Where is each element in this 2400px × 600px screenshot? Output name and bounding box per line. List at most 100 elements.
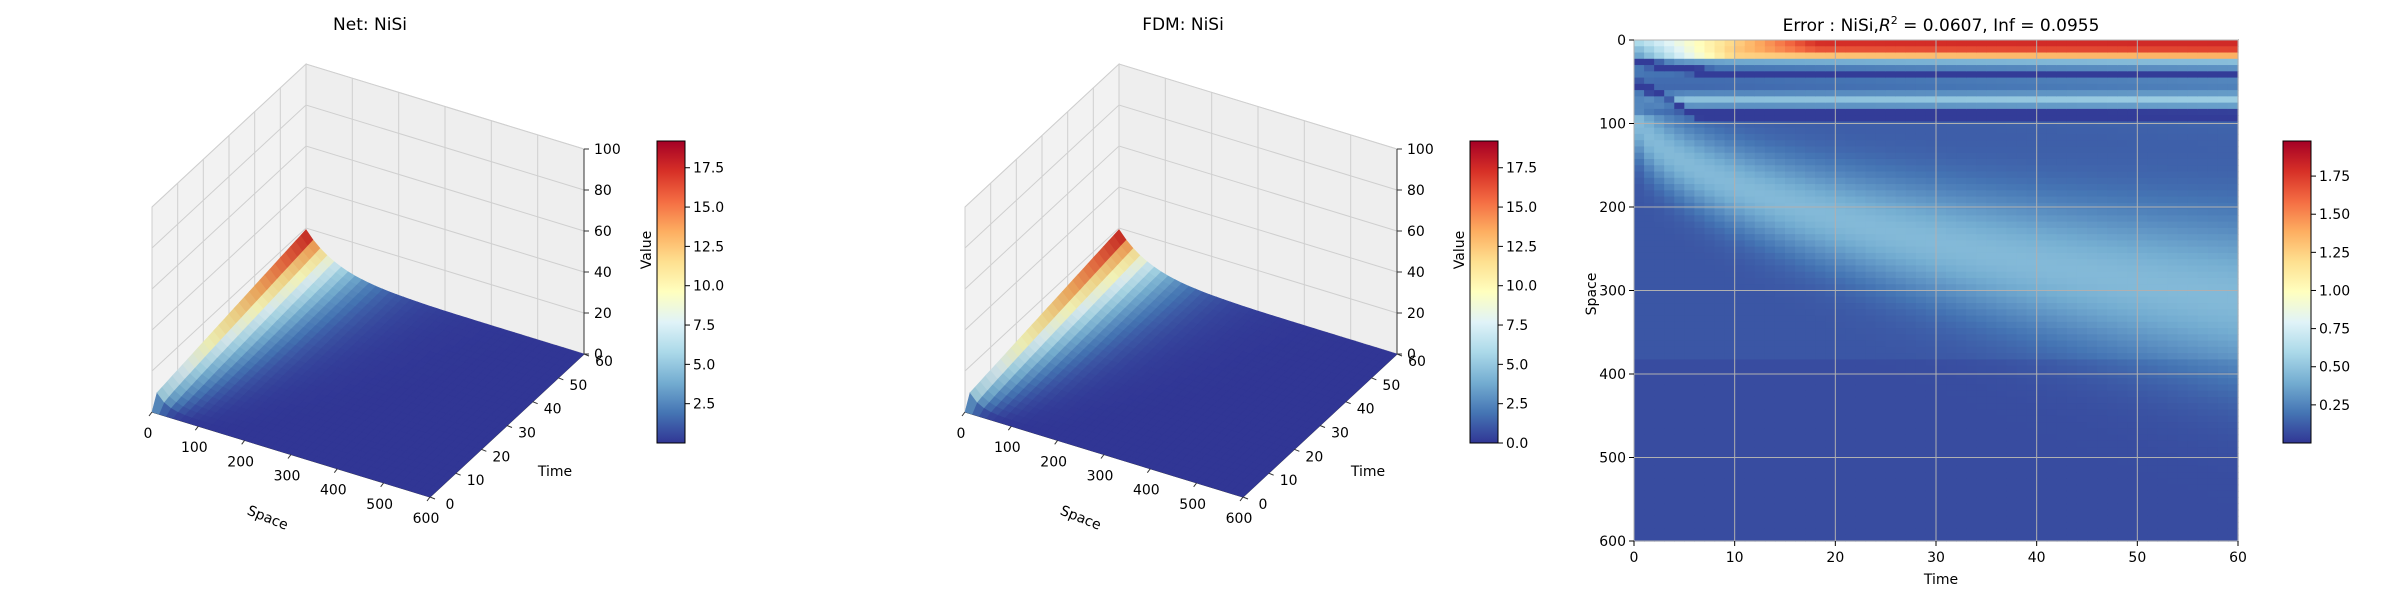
heatmap-cell <box>1805 115 1816 123</box>
heatmap-cell <box>1835 246 1846 254</box>
heatmap-cell <box>1795 102 1806 110</box>
heatmap-cell <box>1634 490 1645 498</box>
heatmap-cell <box>1704 65 1716 72</box>
heatmap-cell <box>1754 390 1766 398</box>
heatmap-cell <box>1865 202 1877 210</box>
heatmap-cell <box>1674 396 1685 404</box>
heatmap-cell <box>1674 353 1685 360</box>
heatmap-cell <box>1674 465 1685 473</box>
heatmap-cell <box>1845 246 1857 254</box>
heatmap-cell <box>1905 252 1917 260</box>
heatmap-cell <box>1925 221 1937 229</box>
heatmap-cell <box>1936 115 1947 123</box>
heatmap-cell <box>1774 396 1786 404</box>
heatmap-cell <box>1714 515 1726 523</box>
heatmap-cell <box>1895 409 1907 417</box>
heatmap-cell <box>1815 315 1826 323</box>
heatmap-cell <box>1764 353 1776 360</box>
heatmap-cell <box>1915 403 1927 411</box>
heatmap-cell <box>1855 509 1867 517</box>
y-tick <box>429 496 436 500</box>
heatmap-cell <box>1774 127 1786 135</box>
heatmap-cell <box>1644 447 1655 454</box>
heatmap-cell <box>1785 353 1796 360</box>
heatmap-cell <box>1795 296 1806 304</box>
colorbar-tick-label: 0.0 <box>1506 436 1528 452</box>
heatmap-cell <box>1785 434 1796 442</box>
heatmap-cell <box>1704 265 1716 273</box>
heatmap-cell <box>1925 271 1937 279</box>
heatmap-cell <box>1634 90 1645 97</box>
heatmap-cell <box>1895 290 1907 298</box>
heatmap-cell <box>1805 227 1816 235</box>
heatmap-cell <box>1724 515 1736 523</box>
heatmap-cell <box>1905 371 1917 379</box>
heatmap-cell <box>1654 252 1665 260</box>
heatmap-cell <box>1744 177 1756 185</box>
heatmap-cell <box>1654 384 1665 392</box>
heatmap-cell <box>1785 83 1796 91</box>
heatmap-cell <box>1764 378 1776 386</box>
heatmap-cell <box>1724 115 1736 123</box>
heatmap-cell <box>1754 252 1766 260</box>
heatmap-cell <box>1704 434 1716 442</box>
heatmap-cell <box>1694 265 1706 273</box>
heatmap-cell <box>1855 315 1867 323</box>
heatmap-cell <box>1815 83 1826 91</box>
heatmap-cell <box>1724 509 1736 517</box>
heatmap-cell <box>1724 152 1736 160</box>
heatmap-cell <box>1845 428 1857 436</box>
heatmap-cell <box>1654 71 1665 79</box>
heatmap-cell <box>1654 453 1665 461</box>
heatmap-cell <box>1815 246 1826 254</box>
y-tick-label: 40 <box>544 402 562 418</box>
heatmap-cell <box>1684 171 1695 179</box>
heatmap-cell <box>1734 334 1746 342</box>
heatmap-cell <box>1674 121 1685 129</box>
heatmap-cell <box>1855 497 1867 505</box>
heatmap-cell <box>1754 234 1766 241</box>
heatmap-cell <box>1785 158 1796 166</box>
heatmap-cell <box>1915 384 1927 392</box>
heatmap-cell <box>1774 65 1786 72</box>
heatmap-cell <box>1855 459 1867 467</box>
heatmap-cell <box>1875 90 1887 97</box>
heatmap-cell <box>1885 359 1897 367</box>
heatmap-cell <box>1644 202 1655 210</box>
heatmap-cell <box>1674 234 1685 241</box>
colorbar-tick-label: 12.5 <box>693 239 724 255</box>
heatmap-cell <box>1744 465 1756 473</box>
heatmap-cell <box>1754 190 1766 198</box>
heatmap-cell <box>1915 434 1927 442</box>
heatmap-cell <box>1825 58 1836 66</box>
heatmap-cell <box>1825 40 1836 47</box>
heatmap-cell <box>1875 146 1887 154</box>
heatmap-cell <box>1734 215 1746 223</box>
heatmap-cell <box>1895 196 1907 204</box>
heatmap-cell <box>1805 184 1816 191</box>
heatmap-cell <box>1845 46 1857 54</box>
heatmap-cell <box>1694 490 1706 498</box>
heatmap-cell <box>1885 428 1897 436</box>
heatmap-cell <box>1744 490 1756 498</box>
heatmap-cell <box>1835 478 1846 486</box>
heatmap-cell <box>1664 497 1675 505</box>
heatmap-cell <box>1774 440 1786 448</box>
heatmap-cell <box>1865 403 1877 411</box>
heatmap-cell <box>1764 177 1776 185</box>
heatmap-cell <box>1704 353 1716 360</box>
colorbar-gradient <box>656 140 686 444</box>
heatmap-cell <box>1925 196 1937 204</box>
heatmap-cell <box>1805 415 1816 423</box>
y-axis-label: Time <box>1350 464 1385 480</box>
heatmap-cell <box>1825 522 1836 530</box>
heatmap-cell <box>1915 378 1927 386</box>
heatmap-cell <box>1734 472 1746 479</box>
heatmap-cell <box>1684 509 1695 517</box>
heatmap-cell <box>1915 252 1927 260</box>
heatmap-cell <box>1714 265 1726 273</box>
heatmap-cell <box>1754 422 1766 429</box>
heatmap-cell <box>1915 127 1927 135</box>
heatmap-cell <box>1785 321 1796 329</box>
heatmap-cell <box>1785 252 1796 260</box>
